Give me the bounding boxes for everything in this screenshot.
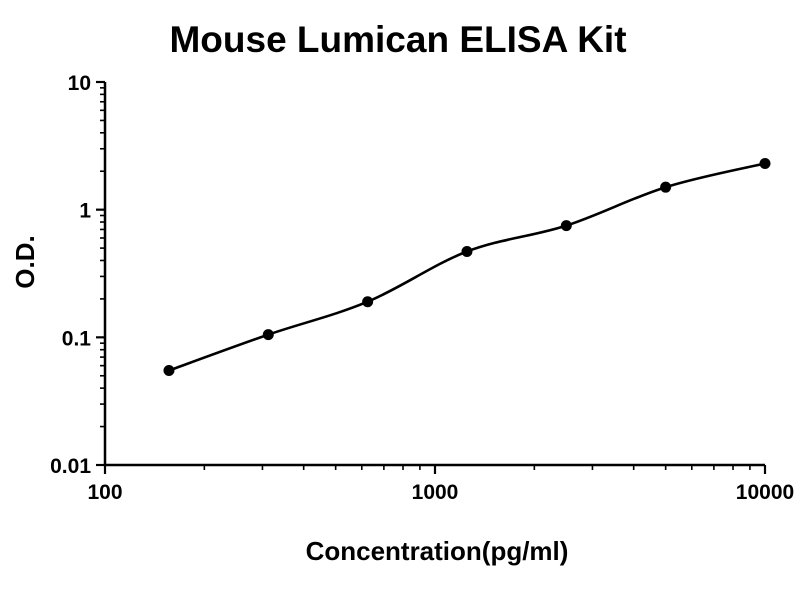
standard-curve-line xyxy=(167,162,767,372)
fitted-curve-path xyxy=(167,162,767,372)
data-point-marker xyxy=(163,364,175,376)
data-point-marker xyxy=(362,296,374,308)
data-point-marker xyxy=(660,181,672,193)
data-point-marker xyxy=(262,329,274,341)
y-tick-label: 10 xyxy=(68,72,91,95)
y-tick-label: 0.01 xyxy=(50,455,91,478)
axis-line xyxy=(103,82,765,467)
data-point-marker xyxy=(560,220,572,232)
x-tick-label: 100 xyxy=(87,481,122,504)
data-point-marker xyxy=(461,246,473,258)
axis-ticks xyxy=(96,80,767,474)
y-tick-label: 0.1 xyxy=(62,327,92,350)
y-axis-label: O.D. xyxy=(10,235,40,288)
data-point-markers xyxy=(163,157,771,376)
axes xyxy=(103,82,765,467)
y-tick-label: 1 xyxy=(79,200,91,223)
chart-title: Mouse Lumican ELISA Kit xyxy=(169,19,626,60)
axis-tick-labels: 100 1000 10000 0.01 0.1 1 10 xyxy=(50,72,794,504)
x-tick-label: 1000 xyxy=(412,481,459,504)
x-axis-label: Concentration(pg/ml) xyxy=(306,536,569,566)
x-tick-label: 10000 xyxy=(736,481,794,504)
data-point-marker xyxy=(759,157,771,169)
